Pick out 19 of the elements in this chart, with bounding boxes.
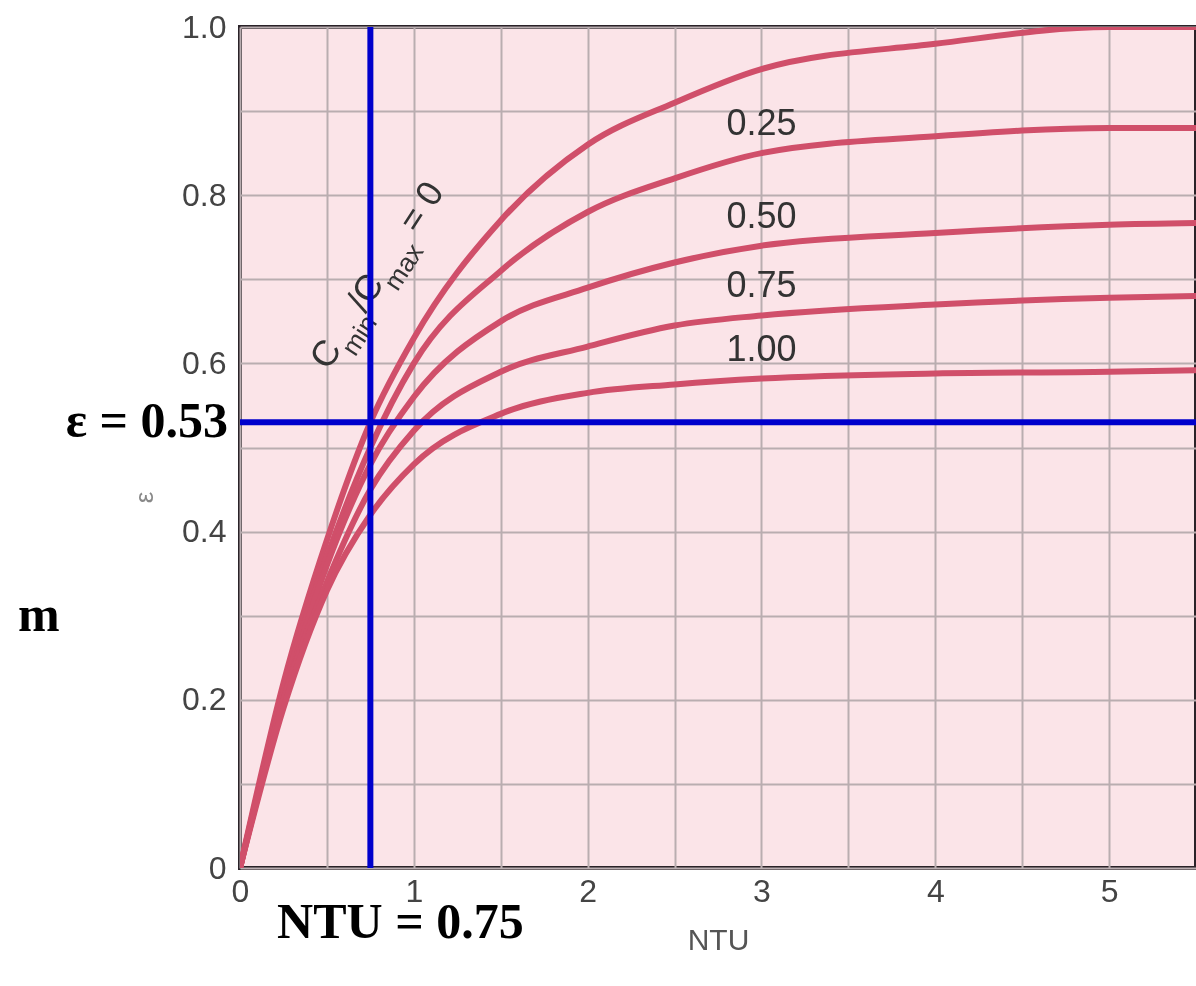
x-tick-label: 2	[579, 872, 598, 909]
y-axis-title: ε	[129, 491, 160, 504]
ref-line-label: ε = 0.53	[65, 392, 228, 449]
series-label: 0.50	[726, 194, 797, 236]
series-label: 0.25	[726, 102, 797, 144]
x-tick-label: 3	[753, 872, 771, 909]
series-label: 0.75	[726, 264, 797, 306]
text: m	[18, 585, 60, 642]
series-label: 1.00	[726, 327, 797, 369]
y-tick-label: 0.8	[182, 176, 227, 213]
y-tick-label: 0.2	[182, 681, 227, 718]
y-tick-label: 1.0	[182, 8, 227, 45]
y-tick-label: 0.4	[182, 513, 227, 550]
x-tick-label: 4	[926, 872, 945, 909]
x-tick-label: 5	[1100, 872, 1119, 909]
y-tick-label: 0	[208, 849, 227, 886]
x-axis-title: NTU	[687, 922, 750, 956]
x-tick-label: 0	[231, 872, 250, 909]
y-tick-label: 0.6	[182, 344, 227, 381]
